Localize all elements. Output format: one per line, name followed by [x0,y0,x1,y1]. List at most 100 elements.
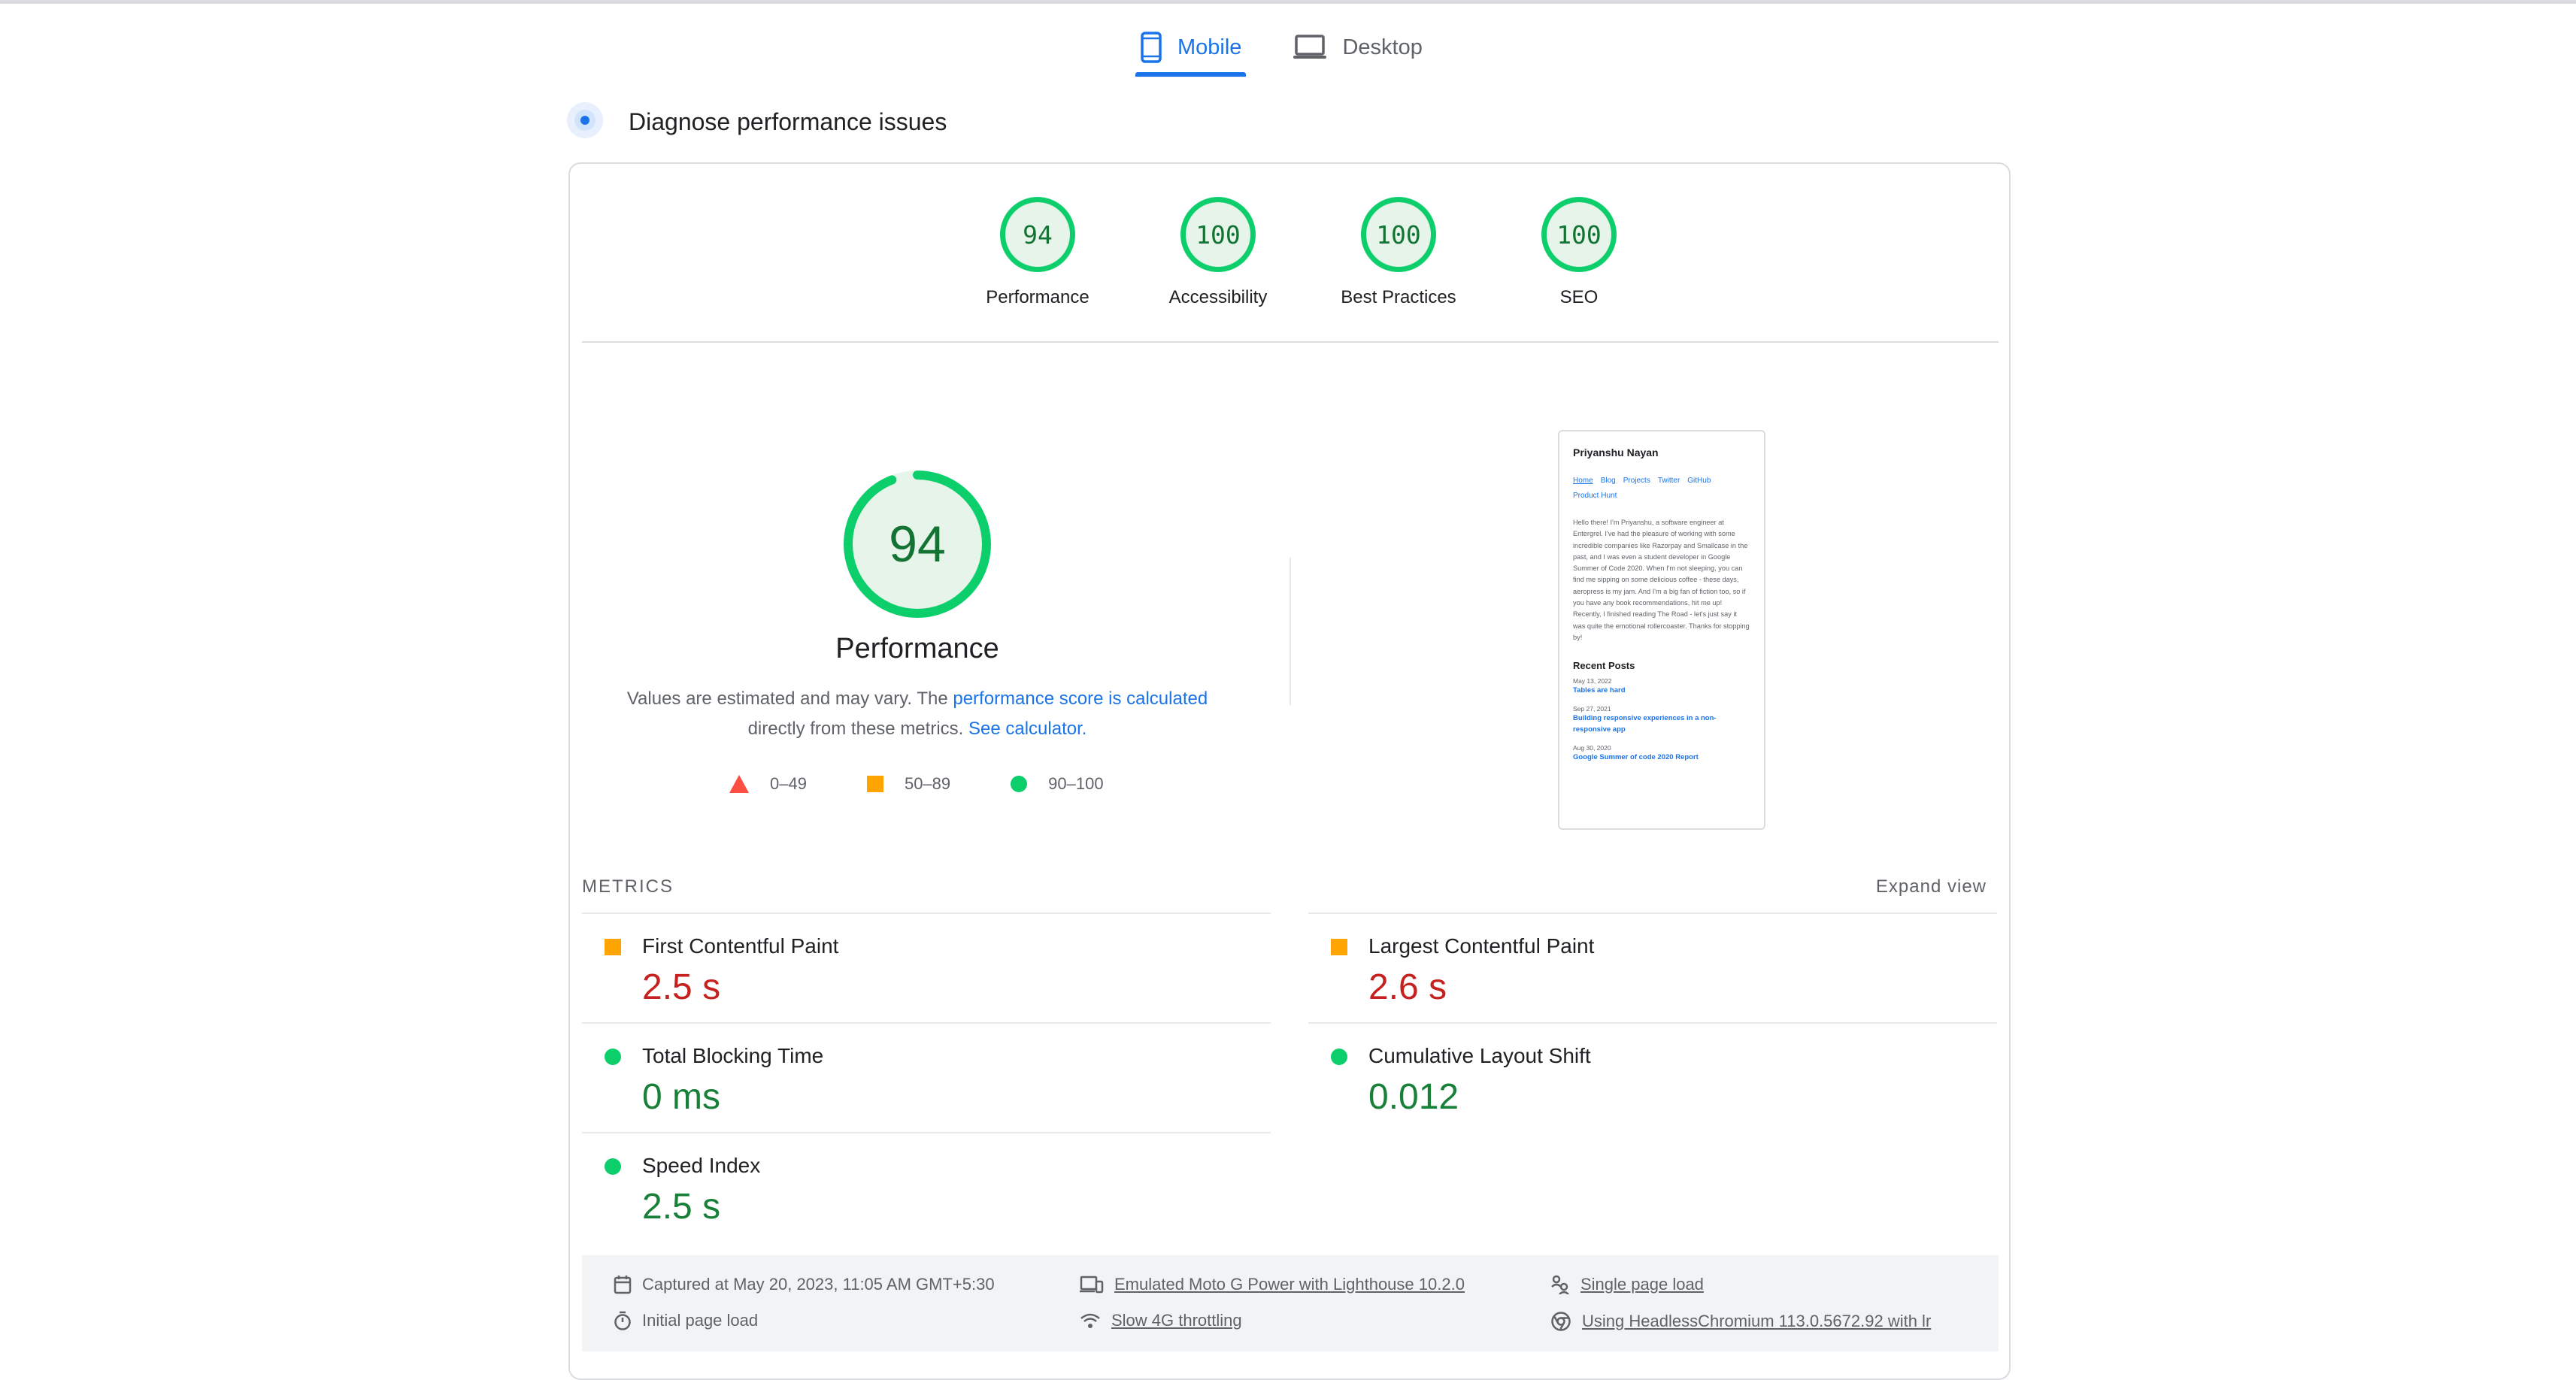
devices-icon [1080,1276,1104,1294]
circle-icon [1331,1049,1347,1065]
metrics-heading: METRICS [582,876,674,897]
screenshot-post-date: May 13, 2022 [1573,677,1612,685]
tab-desktop-label: Desktop [1342,35,1423,59]
network-throttling[interactable]: Slow 4G throttling [1080,1311,1242,1330]
metric-largest-contentful-paint[interactable]: Largest Contentful Paint 2.6 s [1308,912,1997,1022]
gauge-performance[interactable]: 94 Performance [947,197,1128,308]
legend-average: 50–89 [866,774,951,794]
performance-description: Values are estimated and may vary. The p… [586,684,1248,744]
metric-speed-index[interactable]: Speed Index 2.5 s [582,1132,1271,1242]
gauge-label: Performance [986,287,1089,307]
gauge-score: 94 [1000,197,1075,272]
initial-page-load: Initial page load [614,1311,758,1330]
expand-view-button[interactable]: Expand view [1875,876,1987,897]
triangle-icon [729,775,749,793]
final-screenshot[interactable]: Priyanshu Nayan Home Blog Projects Twitter G… [1558,430,1765,830]
top-divider [0,0,2576,4]
mobile-phone-icon [1140,32,1162,63]
metrics-column-right: Largest Contentful Paint 2.6 s Cumulativ… [1308,912,1997,1132]
performance-score: 94 [889,516,946,573]
tab-mobile[interactable]: Mobile [1135,18,1247,77]
metric-total-blocking-time[interactable]: Total Blocking Time 0 ms [582,1022,1271,1132]
metric-cumulative-layout-shift[interactable]: Cumulative Layout Shift 0.012 [1308,1022,1997,1132]
screenshot-nav-item: GitHub [1687,477,1711,485]
metric-value: 2.5 s [642,967,721,1007]
lighthouse-icon [565,101,605,144]
see-calculator-link[interactable]: See calculator. [968,719,1087,739]
initial-page-load-text: Initial page load [642,1311,759,1330]
screenshot-nav-item: Blog [1600,477,1616,485]
device-tabs: Mobile Desktop [1135,18,1427,78]
emulated-device[interactable]: Emulated Moto G Power with Lighthouse 10… [1080,1275,1465,1294]
metric-value: 0 ms [642,1077,721,1117]
chrome-icon [1550,1311,1571,1332]
score-legend: 0–49 50–89 90–100 [729,774,1104,794]
screenshot-recent-heading: Recent Posts [1573,660,1635,672]
screenshot-site-name: Priyanshu Nayan [1573,446,1659,458]
performance-label: Performance [835,633,999,664]
screenshot-post-title: Tables are hard [1573,686,1626,695]
legend-range: 90–100 [1048,774,1104,793]
legend-range: 50–89 [904,774,951,793]
gauge-label: Best Practices [1341,287,1456,307]
screenshot-nav-item: Product Hunt [1573,492,1617,500]
screenshot-post-date: Aug 30, 2020 [1573,744,1611,752]
gauge-label: Accessibility [1168,287,1268,307]
tab-mobile-label: Mobile [1177,35,1242,59]
gauge-seo[interactable]: 100 SEO [1489,197,1669,308]
screenshot-nav: Home Blog Projects Twitter GitHub Product Hun… [1573,474,1750,504]
single-page-load-link[interactable]: Single page load [1580,1275,1704,1294]
screenshot-post-title: Building responsive experiences in a non… [1573,714,1717,734]
metric-first-contentful-paint[interactable]: First Contentful Paint 2.5 s [582,912,1271,1022]
desc-text: Values are estimated and may vary. The [626,688,953,709]
gauge-label: SEO [1559,287,1599,307]
category-gauges: 94 Performance 100 Accessibility 100 Bes… [947,197,1669,308]
performance-score-link[interactable]: performance score is calculated [953,688,1208,709]
timer-icon [614,1311,632,1330]
laptop-icon [1293,34,1327,61]
square-icon [605,939,621,955]
gauge-score: 100 [1180,197,1256,272]
gauge-divider [582,341,1999,343]
browser-version[interactable]: Using HeadlessChromium 113.0.5672.92 wit… [1550,1311,1931,1332]
screenshot-nav-item: Twitter [1657,477,1680,485]
single-page-load[interactable]: Single page load [1550,1275,1704,1294]
captured-at-text: Captured at May 20, 2023, 11:05 AM GMT+5… [642,1275,995,1294]
circle-icon [1011,776,1028,792]
metric-name: Largest Contentful Paint [1368,934,1595,958]
throttling-link[interactable]: Slow 4G throttling [1111,1311,1242,1330]
gauge-score: 100 [1541,197,1617,272]
captured-at: Captured at May 20, 2023, 11:05 AM GMT+5… [614,1275,995,1294]
metric-name: Total Blocking Time [642,1044,824,1067]
legend-pass: 90–100 [1011,774,1104,794]
metric-value: 0.012 [1368,1077,1459,1117]
legend-fail: 0–49 [729,774,807,794]
screenshot-nav-item: Projects [1623,477,1650,485]
metrics-column-left: First Contentful Paint 2.5 s Total Block… [582,912,1271,1242]
screenshot-bio: Hello there! I'm Priyanshu, a software e… [1573,519,1750,641]
metric-name: Speed Index [642,1154,761,1177]
runtime-settings: Captured at May 20, 2023, 11:05 AM GMT+5… [582,1255,1999,1351]
desc-text: directly from these metrics. [747,719,968,739]
circle-icon [605,1158,621,1175]
diagnose-header: Diagnose performance issues [565,101,947,144]
browser-version-link[interactable]: Using HeadlessChromium 113.0.5672.92 wit… [1582,1312,1932,1330]
legend-range: 0–49 [770,774,807,793]
wifi-icon [1080,1312,1101,1329]
screenshot-post-title: Google Summer of code 2020 Report [1573,753,1699,762]
emulated-device-link[interactable]: Emulated Moto G Power with Lighthouse 10… [1114,1275,1465,1294]
calendar-icon [614,1275,632,1294]
tab-desktop[interactable]: Desktop [1288,18,1426,77]
metric-value: 2.5 s [642,1187,721,1227]
square-icon [866,776,883,792]
gauge-best-practices[interactable]: 100 Best Practices [1308,197,1489,308]
metric-name: First Contentful Paint [642,934,839,958]
screenshot-nav-item: Home [1573,477,1593,485]
diagnose-title: Diagnose performance issues [629,108,947,135]
gauge-score: 100 [1361,197,1436,272]
metric-name: Cumulative Layout Shift [1368,1044,1591,1067]
circle-icon [605,1049,621,1065]
gauge-accessibility[interactable]: 100 Accessibility [1128,197,1308,308]
people-icon [1550,1275,1570,1294]
screenshot-post-date: Sep 27, 2021 [1573,705,1611,713]
